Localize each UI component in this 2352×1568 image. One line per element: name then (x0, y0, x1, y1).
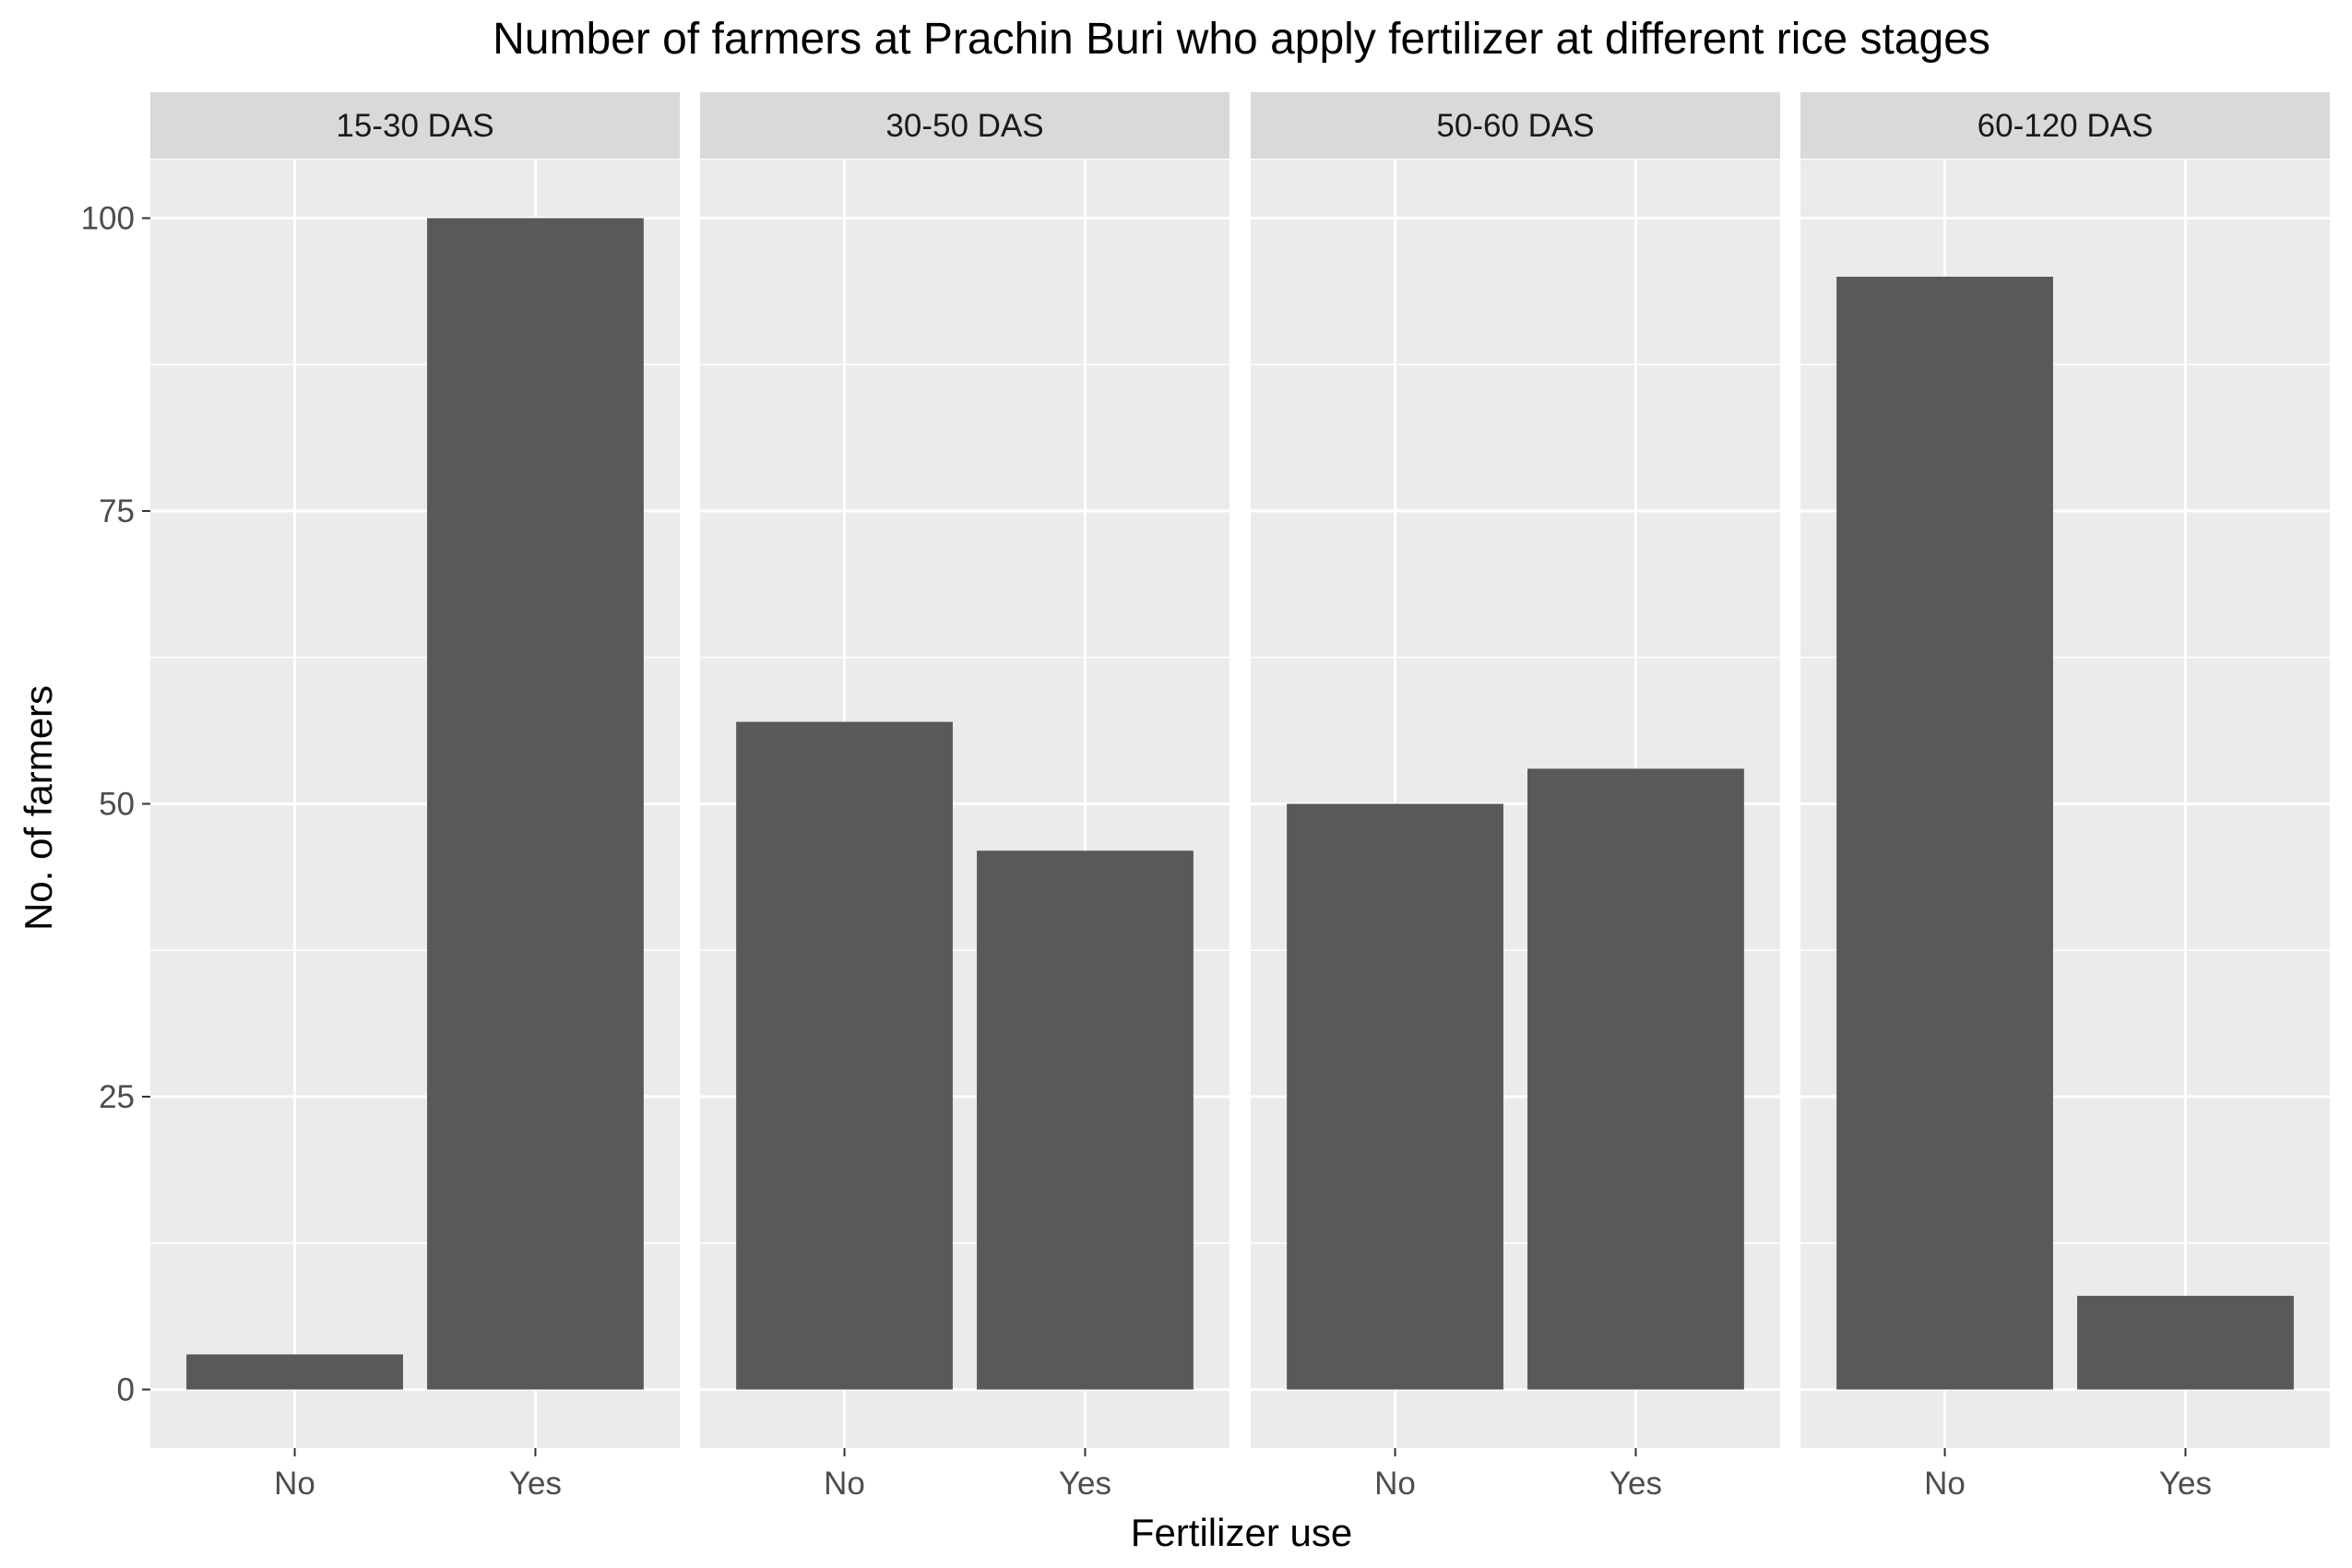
bar-15-30-das-yes (427, 218, 644, 1390)
x-tick-label: Yes (1610, 1466, 1662, 1502)
facet-strip (150, 92, 680, 159)
facet-panel: 50-60 DAS No Yes (1251, 92, 1780, 1502)
facet-panel: 15-30 DAS No Yes (150, 92, 680, 1502)
x-tick-label: Yes (1059, 1466, 1111, 1502)
facet-strip-label: 30-50 DAS (885, 108, 1043, 144)
x-tick-label: No (274, 1466, 315, 1502)
y-tick-label: 0 (117, 1372, 135, 1408)
x-tick-label: No (1924, 1466, 1966, 1502)
chart-title: Number of farmers at Prachin Buri who ap… (493, 15, 1990, 64)
bar-30-50-das-yes (977, 850, 1194, 1390)
facet-strip-label: 60-120 DAS (1978, 108, 2154, 144)
facet-panel: 30-50 DAS No Yes (700, 92, 1229, 1502)
bar-15-30-das-no (186, 1354, 403, 1390)
y-axis-title: No. of farmers (17, 685, 60, 931)
facet-strip (1251, 92, 1780, 159)
bar-50-60-das-no (1287, 803, 1503, 1390)
y-axis: 0 25 50 75 100 (81, 201, 150, 1408)
bar-60-120-das-no (1836, 277, 2053, 1390)
facet-panel: 60-120 DAS No Yes (1800, 92, 2330, 1502)
x-tick-label: Yes (509, 1466, 562, 1502)
x-tick-label: No (1374, 1466, 1416, 1502)
x-axis-title: Fertilizer use (1131, 1511, 1352, 1554)
facet-strip (700, 92, 1229, 159)
y-tick-label: 100 (81, 201, 135, 237)
facet-panels: 15-30 DAS No Yes 30-50 DAS No Yes 50-60 DAS No Y… (150, 92, 2330, 1502)
facet-strip-label: 50-60 DAS (1436, 108, 1594, 144)
y-tick-label: 50 (99, 787, 135, 823)
bar-50-60-das-yes (1527, 768, 1744, 1390)
x-tick-label: No (824, 1466, 865, 1502)
y-tick-label: 25 (99, 1079, 135, 1115)
y-tick-label: 75 (99, 493, 135, 529)
facet-strip (1800, 92, 2330, 159)
facet-strip-label: 15-30 DAS (336, 108, 493, 144)
bar-60-120-das-yes (2077, 1295, 2294, 1390)
x-tick-label: Yes (2159, 1466, 2212, 1502)
bar-30-50-das-no (736, 721, 953, 1390)
